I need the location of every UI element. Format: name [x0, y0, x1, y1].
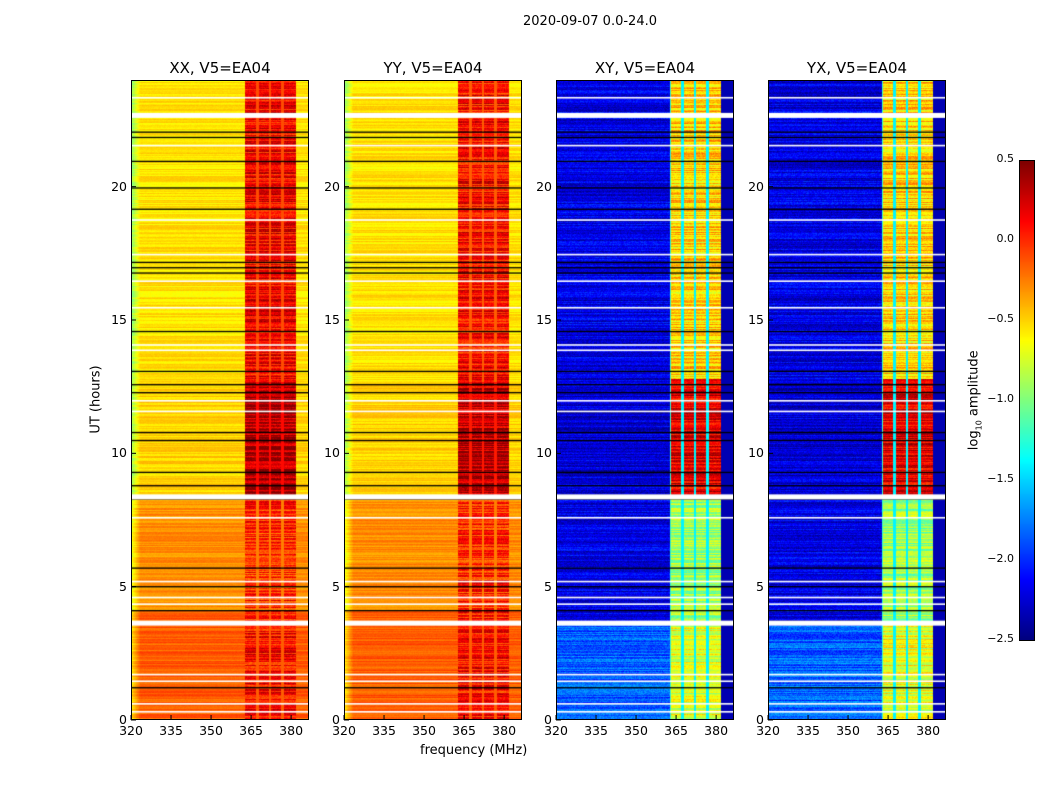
panel-title: YX, V5=EA04 — [806, 59, 908, 77]
x-tick-label: 350 — [624, 723, 648, 738]
y-tick-label: 0 — [119, 712, 127, 727]
colorbar-label: log10 amplitude — [966, 350, 984, 451]
x-tick-label: 365 — [876, 723, 900, 738]
x-tick-label: 380 — [704, 723, 729, 738]
y-tick-label: 20 — [111, 178, 127, 194]
y-tick-label: 15 — [111, 312, 127, 327]
colorbar-gradient — [1020, 161, 1034, 640]
y-tick-label: 10 — [536, 445, 552, 461]
x-tick-label: 365 — [664, 723, 688, 738]
x-axis-label: frequency (MHz) — [420, 743, 528, 758]
y-tick-label: 5 — [119, 578, 127, 594]
heatmap-cells — [557, 81, 733, 719]
x-tick-label: 350 — [836, 723, 860, 738]
panel-title: XY, V5=EA04 — [594, 59, 696, 77]
colorbar-tick-label: −1.0 — [987, 392, 1014, 405]
panel-axes — [130, 186, 292, 721]
x-tick-label: 320 — [756, 723, 780, 738]
x-tick-label: 335 — [796, 723, 820, 738]
x-tick-label: 320 — [544, 723, 568, 738]
y-tick-label: 5 — [756, 578, 764, 594]
y-tick-label: 20 — [324, 178, 340, 194]
y-axis-label: UT (hours) — [88, 365, 104, 434]
y-tick-label: 0 — [544, 712, 552, 727]
colorbar-tick-label: −2.5 — [987, 632, 1014, 645]
x-tick-label: 380 — [279, 723, 304, 738]
heatmap-cells — [132, 81, 308, 719]
heatmap-panel-3 — [768, 80, 946, 720]
x-tick-label: 335 — [159, 723, 183, 738]
y-tick-label: 20 — [748, 178, 764, 194]
x-tick-label: 350 — [412, 723, 436, 738]
panel-axes — [767, 186, 929, 721]
y-tick-label: 0 — [756, 712, 764, 727]
x-tick-label: 335 — [584, 723, 608, 738]
y-tick-label: 15 — [324, 312, 340, 327]
x-tick-label: 320 — [119, 723, 143, 738]
y-tick-label: 10 — [748, 445, 764, 461]
y-tick-label: 10 — [324, 445, 340, 461]
colorbar-tick-label: −0.5 — [987, 312, 1014, 325]
y-tick-label: 0 — [332, 712, 340, 727]
x-tick-label: 365 — [452, 723, 476, 738]
y-tick-label: 15 — [536, 312, 552, 327]
panel-title: XX, V5=EA04 — [169, 59, 271, 77]
y-tick-label: 5 — [544, 578, 552, 594]
heatmap-panel-1 — [344, 80, 522, 720]
y-tick-label: 15 — [748, 312, 764, 327]
x-tick-label: 365 — [239, 723, 263, 738]
panel-axes — [555, 186, 717, 721]
colorbar-tick-label: 0.5 — [996, 152, 1015, 165]
heatmap-cells — [769, 81, 945, 719]
x-tick-label: 350 — [199, 723, 223, 738]
heatmap-cells — [345, 81, 521, 719]
x-tick-label: 335 — [372, 723, 396, 738]
colorbar-tick-label: −1.5 — [987, 472, 1014, 485]
y-tick-label: 5 — [332, 578, 340, 594]
colorbar-tick-label: −2.0 — [987, 552, 1014, 565]
y-tick-label: 10 — [111, 445, 127, 461]
x-tick-label: 320 — [332, 723, 356, 738]
y-tick-label: 20 — [536, 178, 552, 194]
colorbar — [1019, 160, 1035, 641]
x-tick-label: 380 — [916, 723, 941, 738]
panel-title: YY, V5=EA04 — [383, 59, 483, 77]
heatmap-panel-0 — [131, 80, 309, 720]
panel-axes — [343, 186, 505, 721]
x-tick-label: 380 — [492, 723, 517, 738]
figure-title: 2020-09-07 0.0-24.0 — [523, 14, 657, 29]
colorbar-tick-label: 0.0 — [996, 232, 1015, 245]
heatmap-panel-2 — [556, 80, 734, 720]
